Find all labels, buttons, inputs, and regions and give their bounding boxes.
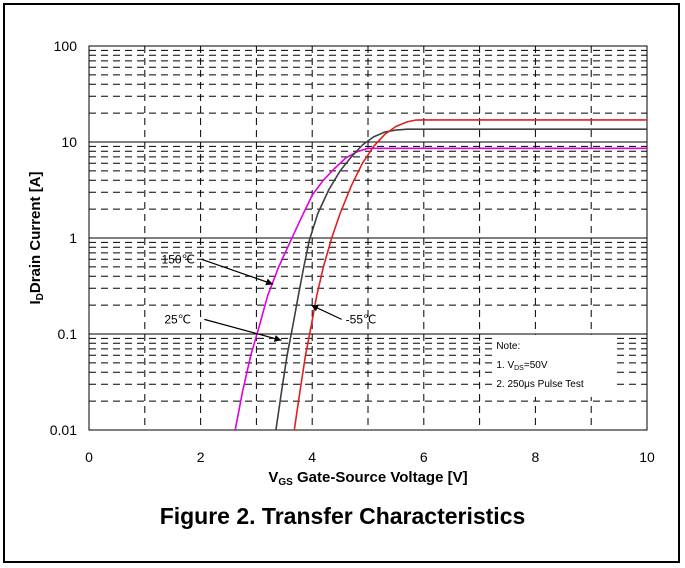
series (234, 119, 647, 431)
note-line: Note: (496, 341, 520, 352)
grid (89, 45, 647, 431)
arrowhead (265, 278, 274, 286)
series-line-150℃ (234, 147, 647, 431)
arrowhead (311, 304, 319, 312)
annotation-label: -55℃ (346, 312, 377, 326)
y-axis-title: IDDrain Current [A] (27, 171, 46, 304)
note-line: 1. VDS=50V (496, 360, 547, 372)
note-box: Note: 1. VDS=50V 2. 250μs Pulse Test (492, 334, 613, 397)
arrowhead (273, 335, 282, 342)
series-line--55℃ (293, 119, 647, 431)
y-tick-label: 10 (61, 134, 77, 150)
tick-labels: 0 2 4 6 8 10 0.01 0.1 1 10 100 (50, 38, 655, 465)
figure-caption: Figure 2. Transfer Characteristics (159, 503, 526, 529)
annotation-arrow (204, 318, 282, 341)
x-tick-label: 0 (85, 449, 93, 465)
annotation-label: 150℃ (162, 252, 196, 266)
axes (88, 45, 648, 431)
plot-border (88, 45, 648, 431)
annotations: 150℃ 25℃ -55℃ (162, 252, 377, 342)
x-tick-label: 8 (532, 449, 540, 465)
note-line: 2. 250μs Pulse Test (496, 379, 584, 390)
x-axis-title: VGS Gate-Source Voltage [V] (268, 469, 467, 488)
series-line-25℃ (275, 128, 647, 431)
note-background (492, 334, 613, 397)
annotation-arrow (201, 258, 274, 285)
x-tick-label: 6 (420, 449, 428, 465)
x-tick-label: 4 (308, 449, 316, 465)
y-tick-label: 0.1 (58, 326, 78, 342)
x-tick-label: 10 (639, 449, 655, 465)
y-tick-label: 100 (54, 38, 78, 54)
x-tick-label: 2 (197, 449, 205, 465)
y-tick-label: 0.01 (50, 422, 77, 438)
y-tick-label: 1 (69, 230, 77, 246)
annotation-label: 25℃ (164, 312, 191, 326)
